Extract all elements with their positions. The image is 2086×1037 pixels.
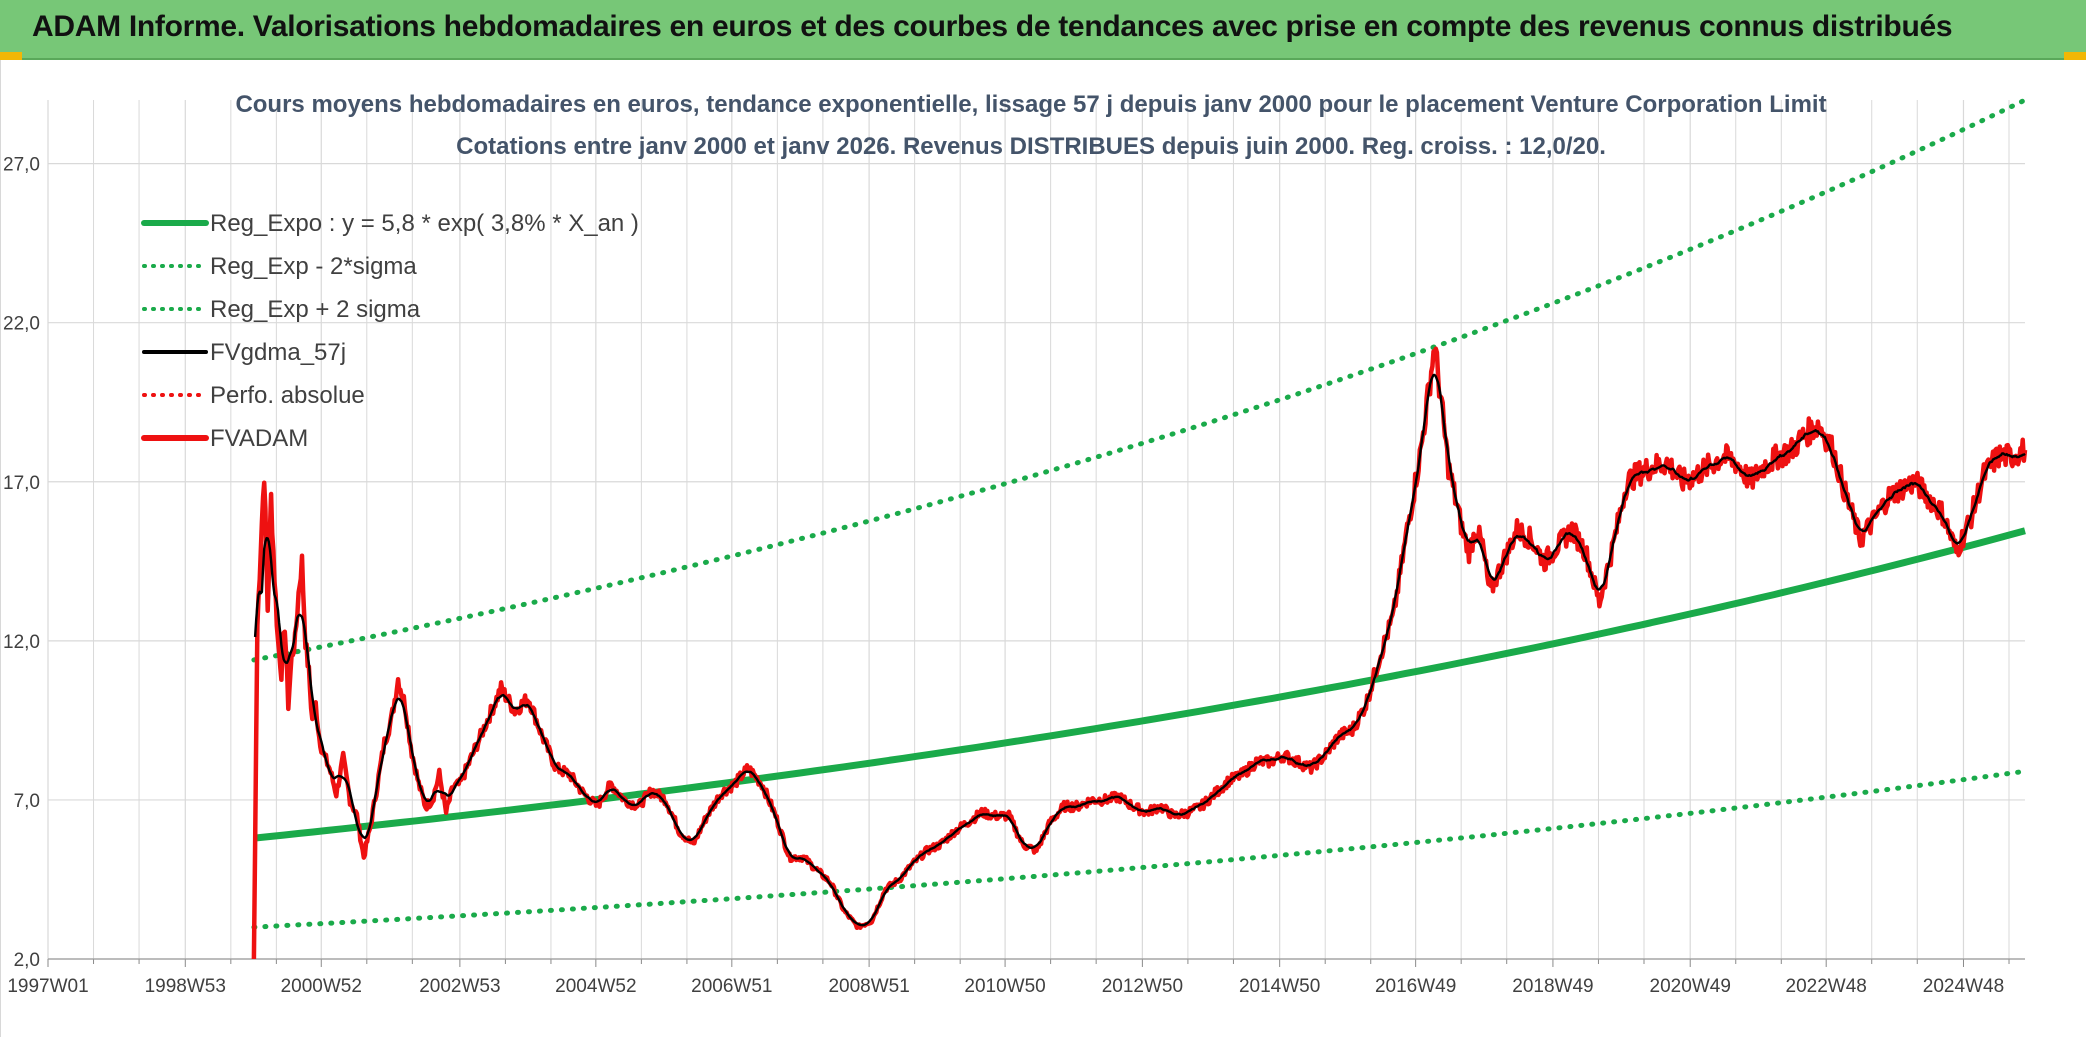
legend-label: Reg_Exp + 2 sigma [210,296,421,323]
x-tick-label: 2012W50 [1102,976,1183,997]
x-tick-label: 2002W53 [419,976,500,997]
report-title: ADAM Informe. Valorisations hebdomadaire… [32,10,1953,43]
x-tick-label: 2016W49 [1375,976,1456,997]
chart-title: Cours moyens hebdomadaires en euros, ten… [235,91,1826,160]
legend-label: FVADAM [210,425,308,452]
legend-entry: Reg_Exp - 2*sigma [142,253,417,280]
legend-label: Reg_Exp - 2*sigma [210,253,417,280]
series [251,97,2028,960]
lower-band-line [251,768,2028,930]
y-tick-label: 27,0 [3,155,40,176]
x-tick-label: 2024W48 [1923,976,2004,997]
legend-entry: Perfo. absolue [142,382,365,409]
legend-entry: FVgdma_57j [142,339,346,366]
y-tick-label: 22,0 [3,314,40,335]
chart-svg: 2,0 7,0 12,0 17,0 22,0 27,0 1997W01 1998W53 2000… [3,91,2028,997]
smoothed-line [253,373,2026,927]
exponential-trend-line [253,527,2026,842]
legend: Reg_Expo : y = 5,8 * exp( 3,8% * X_an ) R… [141,210,639,452]
legend-entry: FVADAM [141,425,308,452]
chart-title-line: Cours moyens hebdomadaires en euros, ten… [235,91,1826,118]
legend-entry: Reg_Exp + 2 sigma [142,296,421,323]
chart-area: 2,0 7,0 12,0 17,0 22,0 27,0 1997W01 1998W53 2000… [0,60,2086,1037]
legend-label: Reg_Expo : y = 5,8 * exp( 3,8% * X_an ) [210,210,639,237]
x-tick-label: 1998W53 [145,976,226,997]
x-tick-label: 2010W50 [964,976,1045,997]
axes: 2,0 7,0 12,0 17,0 22,0 27,0 1997W01 1998W53 2000… [3,155,2025,997]
report-banner: ADAM Informe. Valorisations hebdomadaire… [0,0,2086,60]
y-tick-label: 17,0 [3,473,40,494]
x-tick-label: 2006W51 [691,976,772,997]
x-tick-label: 2022W48 [1786,976,1867,997]
banner-corner-right [2064,52,2086,60]
legend-entry: Reg_Expo : y = 5,8 * exp( 3,8% * X_an ) [141,210,639,237]
legend-label: FVgdma_57j [210,339,346,366]
x-tick-label: 2004W52 [555,976,636,997]
legend-label: Perfo. absolue [210,382,365,409]
x-tick-label: 2014W50 [1239,976,1320,997]
y-tick-label: 7,0 [14,791,40,812]
y-tick-label: 12,0 [3,632,40,653]
x-tick-label: 2018W49 [1512,976,1593,997]
y-tick-label: 2,0 [14,950,40,971]
banner-corner-left [0,52,22,60]
upper-band-line [251,97,2028,663]
price-line [251,346,2028,960]
x-tick-label: 2008W51 [828,976,909,997]
x-tick-label: 2020W49 [1650,976,1731,997]
chart-title-line: Cotations entre janv 2000 et janv 2026. … [456,133,1606,160]
x-tick-label: 1997W01 [7,976,88,997]
x-tick-label: 2000W52 [281,976,362,997]
